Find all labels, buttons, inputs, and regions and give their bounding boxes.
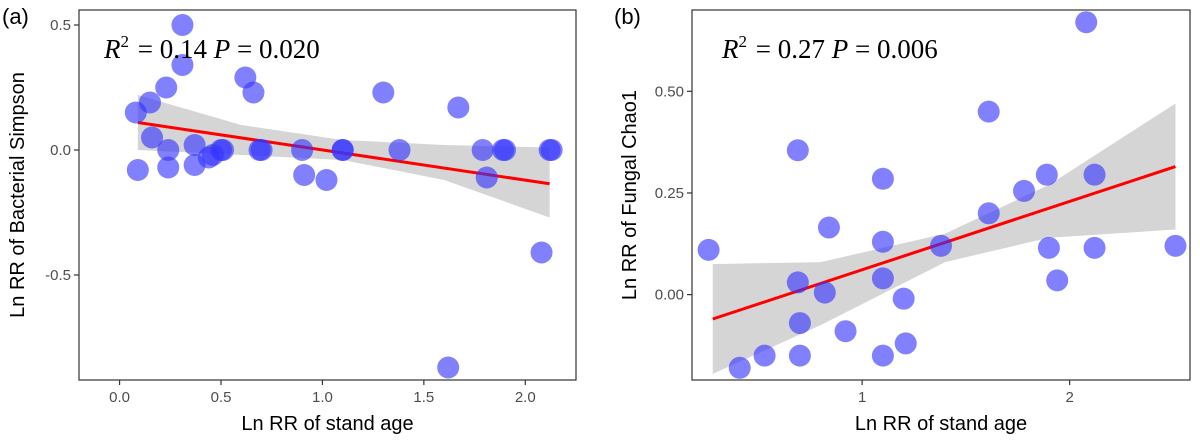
panel-b-r2-value: = 0.27 [749, 34, 832, 64]
panel-a-data-point [139, 91, 161, 114]
panel-a-data-point [141, 126, 164, 149]
panel-a-data-point [212, 139, 235, 161]
panel-b-data-point [1075, 11, 1098, 34]
panel-b-data-point [930, 234, 952, 257]
panel-a-data-point [250, 139, 273, 161]
panel-b-data-point [728, 356, 751, 379]
panel-a-p-value: = 0.020 [230, 34, 319, 64]
panel-b-data-point [788, 312, 811, 335]
panel-b: 1 2 0.00 0.25 0.50 Ln RR of stand age Ln RR of… [614, 4, 1191, 435]
panel-b-x-axis-title: Ln RR of stand age [855, 413, 1027, 435]
panel-a-x-tick-label: 1.0 [312, 389, 333, 406]
panel-b-y-tick-label: 0.25 [655, 185, 684, 202]
panel-a-data-point [530, 241, 553, 264]
panel-a-stat-annotation: R2 = 0.14 P = 0.020 [103, 32, 320, 64]
panel-a-data-point [171, 54, 194, 76]
panel-b-y-tick-label: 0.50 [655, 83, 684, 100]
panel-a-y-tick-label: -0.5 [45, 267, 71, 284]
panel-b-x-tick-label: 1 [858, 389, 866, 406]
panel-a-data-point [372, 81, 395, 104]
panel-b-data-point [1035, 163, 1058, 186]
panel-b-data-point [871, 230, 894, 253]
panel-b-data-point [977, 202, 1000, 225]
panel-a-x-tick-label: 0.0 [109, 389, 130, 406]
panel-b-data-point [1046, 269, 1069, 292]
panel-b-label: (b) [614, 4, 641, 29]
panel-a-data-point [157, 139, 180, 161]
panel-b-data-point [1164, 234, 1187, 257]
panel-a-data-point [388, 139, 411, 161]
panel-a-y-axis-title: Ln RR of Bacterial Simpson [7, 72, 29, 318]
panel-b-data-point [1083, 236, 1106, 259]
panel-a-data-point [331, 139, 354, 161]
panel-b-plot-border [691, 9, 1191, 381]
panel-b-data-point [1083, 163, 1106, 186]
panel-b-data-point [753, 344, 776, 367]
panel-a-r2-exponent: 2 [121, 32, 130, 51]
panel-b-data-point [786, 139, 809, 162]
panel-a-x-tick-label: 0.5 [211, 389, 232, 406]
panel-b-data-point [817, 216, 840, 239]
panel-b-data-point [892, 287, 915, 310]
panel-a-data-point [155, 76, 178, 99]
panel-b-data-point [1013, 179, 1035, 202]
panel-a-label: (a) [2, 4, 29, 29]
panel-a-p-symbol: P [213, 34, 231, 64]
panel-a-x-tick-label: 2.0 [515, 389, 536, 406]
panel-b-data-point [871, 344, 894, 367]
panel-b-data-point [788, 344, 811, 367]
panel-a-r2-symbol: R [103, 34, 121, 64]
panel-b-p-symbol: P [831, 34, 849, 64]
panel-a-data-point [126, 159, 149, 181]
panel-a-data-point [475, 166, 498, 189]
panel-a-data-point [291, 139, 314, 161]
panel-a-data-point [242, 81, 265, 104]
panel-a-data-point [437, 356, 460, 379]
panel-a-data-point [540, 139, 563, 161]
panel-a-data-point [494, 139, 516, 161]
panel-b-y-tick-label: 0.00 [655, 287, 684, 304]
panel-a-data-point [471, 139, 494, 161]
panel-b-y-axis-title: Ln RR of Fungal Chao1 [619, 90, 641, 300]
panel-b-data-point [834, 320, 857, 343]
panel-b-r2-symbol: R [721, 34, 739, 64]
panel-b-data-point [871, 267, 894, 290]
panel-a: 0.0 0.5 1.0 1.5 2.0 -0.5 0.0 0.5 Ln RR of stand … [2, 4, 577, 435]
panel-a-data-point [447, 96, 470, 119]
panel-b-data-point [786, 271, 809, 294]
panel-a-plot-border [78, 9, 577, 381]
panel-b-data-point [871, 167, 894, 190]
panel-b-data-point [1037, 236, 1060, 259]
panel-b-data-point [697, 238, 720, 261]
panel-a-y-tick-label: 0.5 [50, 17, 71, 34]
panel-a-data-point [315, 169, 338, 191]
panel-b-data-point [977, 100, 1000, 123]
panel-a-data-point [183, 134, 206, 156]
panel-a-x-tick-label: 1.5 [413, 389, 434, 406]
panel-b-p-value: = 0.006 [848, 34, 937, 64]
panel-b-data-point [894, 332, 917, 355]
panel-a-x-axis-title: Ln RR of stand age [241, 413, 413, 435]
panel-b-r2-exponent: 2 [739, 32, 748, 51]
panel-a-r2-value: = 0.14 [131, 34, 214, 64]
panel-b-x-tick-label: 2 [1065, 389, 1073, 406]
panel-a-data-point [293, 164, 316, 186]
panel-a-data-point [157, 156, 180, 179]
panel-a-y-tick-label: 0.0 [50, 142, 71, 159]
panel-b-stat-annotation: R2 = 0.27 P = 0.006 [721, 32, 938, 64]
panel-a-data-point [171, 14, 194, 36]
panel-b-data-point [813, 281, 836, 304]
